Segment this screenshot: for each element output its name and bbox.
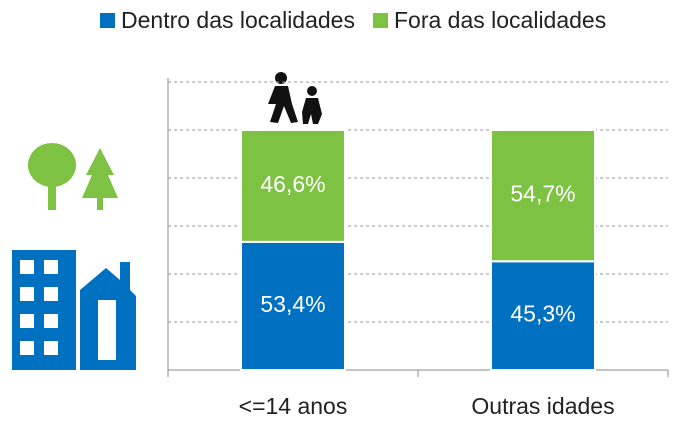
legend-label: Fora das localidades xyxy=(394,7,606,33)
bar-segment xyxy=(490,129,596,263)
bar-segment xyxy=(490,260,596,371)
bar-segment xyxy=(240,240,346,371)
legend-label: Dentro das localidades xyxy=(121,7,355,33)
x-tick-label: Outras idades xyxy=(471,393,614,419)
value-label: 46,6% xyxy=(260,171,325,197)
buildings-icon xyxy=(12,250,136,370)
pedestrians-icon xyxy=(268,72,322,124)
bar-segment xyxy=(240,129,346,243)
trees-icon xyxy=(28,143,118,210)
legend-swatch xyxy=(372,13,388,28)
value-label: 53,4% xyxy=(260,291,325,317)
value-label: 45,3% xyxy=(510,301,575,327)
x-tick-label: <=14 anos xyxy=(239,393,348,419)
value-label: 54,7% xyxy=(510,181,575,207)
legend-swatch xyxy=(100,13,115,28)
